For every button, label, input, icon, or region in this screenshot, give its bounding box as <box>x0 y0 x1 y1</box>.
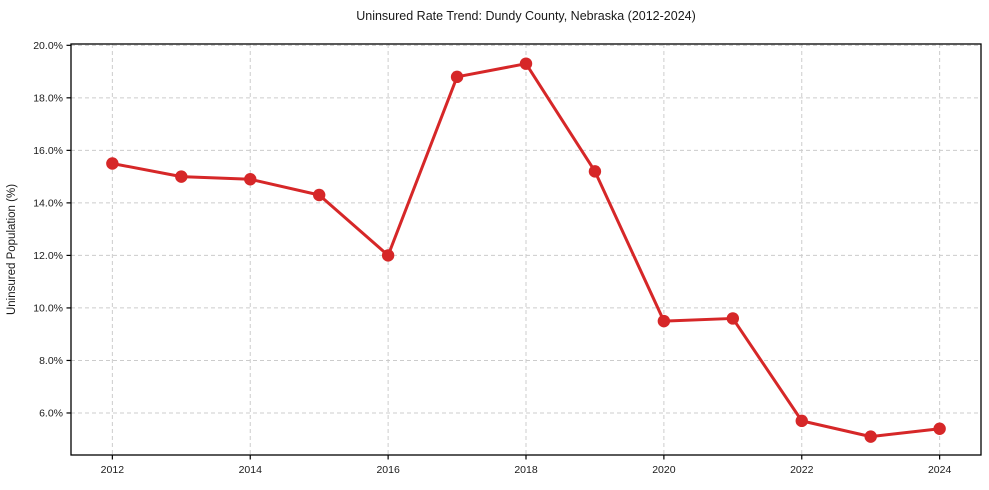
axes: 2012 2014 2016 2018 2020 2022 2024 6.0% 8.0% 10.0… <box>33 40 951 476</box>
data-point <box>657 314 671 328</box>
data-point <box>864 430 877 443</box>
plot-border <box>70 43 982 456</box>
y-tick-label: 18.0% <box>33 92 63 104</box>
data-point <box>519 57 533 70</box>
data-point <box>175 170 188 183</box>
x-tick-label: 2016 <box>376 464 400 476</box>
data-point <box>933 422 946 435</box>
y-tick-label: 16.0% <box>33 145 63 157</box>
data-point <box>588 165 602 178</box>
chart-title: Uninsured Rate Trend: Dundy County, Nebr… <box>356 9 696 23</box>
data-point <box>106 157 119 170</box>
x-tick-label: 2024 <box>928 464 952 476</box>
y-tick-label: 12.0% <box>33 250 63 262</box>
y-tick-label: 14.0% <box>33 197 63 209</box>
data-point <box>381 249 395 262</box>
y-tick-label: 10.0% <box>33 302 63 314</box>
x-tick-label: 2014 <box>239 464 263 476</box>
y-tick-label: 20.0% <box>33 40 63 52</box>
data-series <box>106 57 946 443</box>
x-tick-label: 2012 <box>101 464 125 476</box>
x-tick-label: 2020 <box>652 464 676 476</box>
data-point <box>450 70 464 84</box>
data-point <box>244 173 257 186</box>
data-point <box>312 188 326 202</box>
x-tick-label: 2022 <box>790 464 814 476</box>
data-point <box>726 312 740 325</box>
y-tick-label: 6.0% <box>39 407 63 419</box>
y-tick-label: 8.0% <box>39 355 63 367</box>
y-axis-label: Uninsured Population (%) <box>6 184 18 315</box>
x-tick-label: 2018 <box>514 464 538 476</box>
data-point <box>795 414 808 428</box>
gridlines <box>71 44 981 455</box>
